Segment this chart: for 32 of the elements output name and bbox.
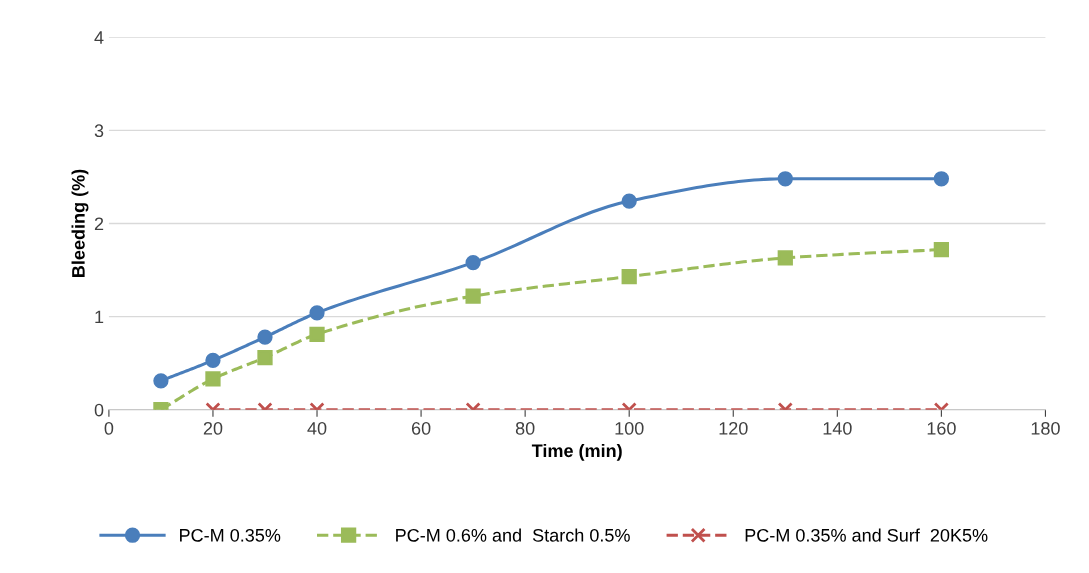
point [933,171,950,187]
x-tick-label: 100 [615,421,644,435]
point [777,171,793,187]
legend-label: PC-M 0.6% and Starch 0.5% [396,528,630,542]
x-tick-label: 80 [515,421,535,435]
point [309,326,325,342]
y-axis-title: Bleeding (%) [71,169,89,277]
point [257,329,273,345]
legend-label: PC-M 0.35% and Surf 20K5% [745,528,988,542]
x-tick-label: 160 [927,421,956,435]
point [309,305,325,321]
point [205,352,221,368]
point [933,241,950,258]
x-tick-label: 40 [307,421,327,435]
x-tick-label: 60 [411,421,431,435]
point [465,288,481,304]
x-tick-label: 20 [203,421,223,435]
y-tick-label: 0 [94,403,104,417]
point [621,193,637,209]
point [777,250,793,266]
x-tick-label: 140 [823,421,852,435]
x-axis-title: Time (min) [531,443,622,461]
y-tick-label: 1 [95,310,104,324]
y-tick-label: 4 [94,31,104,44]
point [465,254,481,271]
x-tick-label: 120 [719,421,748,435]
y-tick-label: 2 [94,217,104,231]
x-tick-label: 180 [1031,421,1060,435]
y-tick-label: 3 [94,124,104,138]
point [621,268,637,285]
x-tick-label: 0 [104,421,114,435]
legend-label: PC-M 0.35% [180,528,281,542]
